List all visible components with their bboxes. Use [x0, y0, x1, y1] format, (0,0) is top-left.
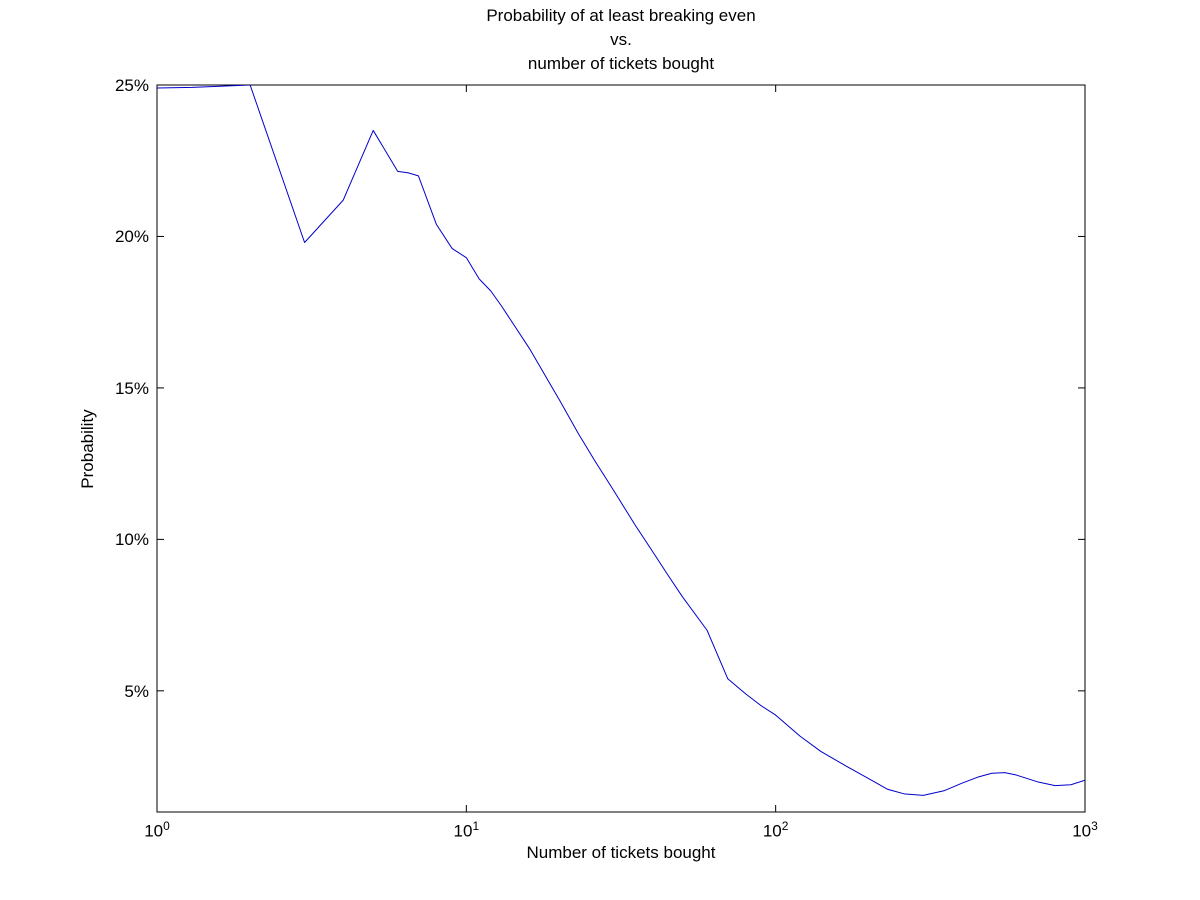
x-tick-label: 102 — [762, 819, 789, 841]
chart-title-line-2: vs. — [610, 30, 632, 49]
y-tick-label: 20% — [114, 227, 149, 247]
axes-box — [156, 84, 1086, 813]
y-tick-label: 10% — [114, 530, 149, 550]
x-axis-label: Number of tickets bought — [526, 843, 716, 862]
y-tick-label: 15% — [114, 378, 149, 398]
y-tick-label: 5% — [124, 681, 149, 701]
chart-title: Probability of at least breaking even vs… — [157, 4, 1085, 76]
y-tick-label: 25% — [114, 76, 149, 95]
data-line-probability — [157, 85, 1085, 796]
chart-title-line-3: number of tickets bought — [527, 54, 715, 73]
chart-title-line-1: Probability of at least breaking even — [486, 6, 756, 25]
x-tick-label: 101 — [453, 819, 480, 841]
x-tick-label: 103 — [1072, 819, 1098, 841]
x-tick-label: 100 — [144, 819, 170, 841]
